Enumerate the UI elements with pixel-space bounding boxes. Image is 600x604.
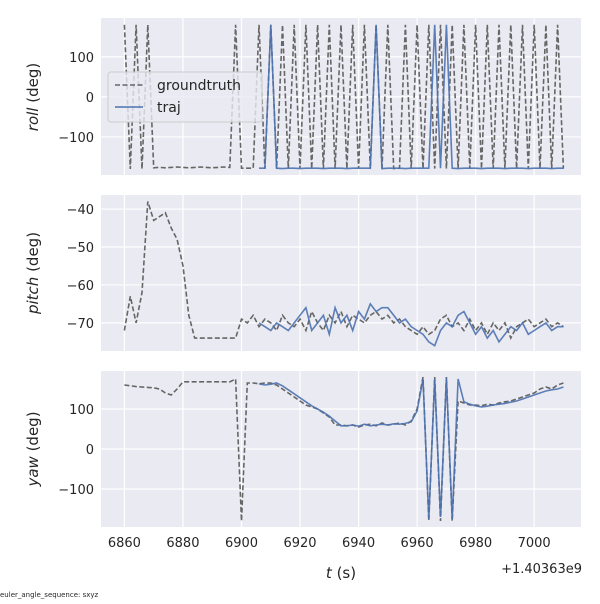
x-tick-label: 7000 bbox=[518, 536, 551, 551]
x-tick-label: 6980 bbox=[459, 536, 492, 551]
yaw-ylabel: yaw (deg) bbox=[24, 411, 42, 487]
x-tick-label: 6940 bbox=[342, 536, 375, 551]
x-tick-label: 6860 bbox=[108, 536, 141, 551]
traj-line bbox=[258, 302, 564, 347]
y-tick-label: −60 bbox=[67, 279, 94, 294]
pitch-panel: −70 −60 −50 −40 bbox=[67, 195, 581, 351]
x-offset-label: +1.40363e9 bbox=[501, 562, 582, 577]
x-tick-label: 6960 bbox=[401, 536, 434, 551]
traj-line bbox=[258, 377, 564, 520]
legend-traj-label: traj bbox=[157, 100, 181, 116]
y-tick-label: −100 bbox=[58, 483, 94, 498]
legend: groundtruth traj bbox=[107, 71, 263, 123]
y-tick-label: −100 bbox=[58, 131, 94, 146]
y-tick-label: 0 bbox=[86, 91, 94, 106]
groundtruth-line bbox=[123, 24, 565, 170]
x-tick-label: 6900 bbox=[225, 536, 258, 551]
y-tick-label: −40 bbox=[67, 203, 94, 218]
footer-note: euler_angle_sequence: sxyz bbox=[0, 591, 99, 599]
traj-line bbox=[259, 24, 564, 170]
legend-groundtruth-label: groundtruth bbox=[157, 78, 241, 94]
roll-ylabel: roll (deg) bbox=[24, 63, 42, 131]
pitch-ylabel: pitch (deg) bbox=[24, 232, 42, 315]
yaw-panel: 6860 6880 6900 6920 6940 6960 6980 7000 −100 0 100 bbox=[58, 371, 581, 551]
y-tick-label: −70 bbox=[67, 317, 94, 332]
x-axis-label: t (s) bbox=[326, 564, 356, 582]
x-tick-label: 6920 bbox=[283, 536, 316, 551]
plot-area bbox=[101, 195, 581, 351]
y-tick-label: 100 bbox=[69, 403, 94, 418]
y-tick-label: −50 bbox=[67, 241, 94, 256]
y-tick-label: 0 bbox=[86, 443, 94, 458]
y-tick-label: 100 bbox=[69, 51, 94, 66]
x-tick-label: 6880 bbox=[166, 536, 199, 551]
